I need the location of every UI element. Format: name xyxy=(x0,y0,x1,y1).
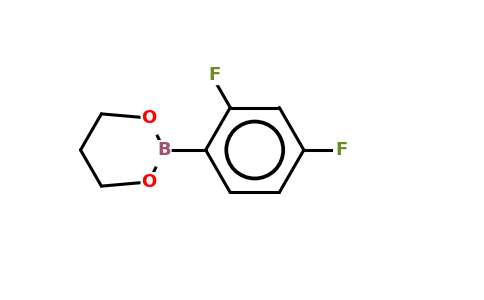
Text: F: F xyxy=(335,141,348,159)
Text: F: F xyxy=(208,66,220,84)
Text: B: B xyxy=(157,141,171,159)
Text: O: O xyxy=(141,173,157,191)
Text: O: O xyxy=(141,109,157,127)
